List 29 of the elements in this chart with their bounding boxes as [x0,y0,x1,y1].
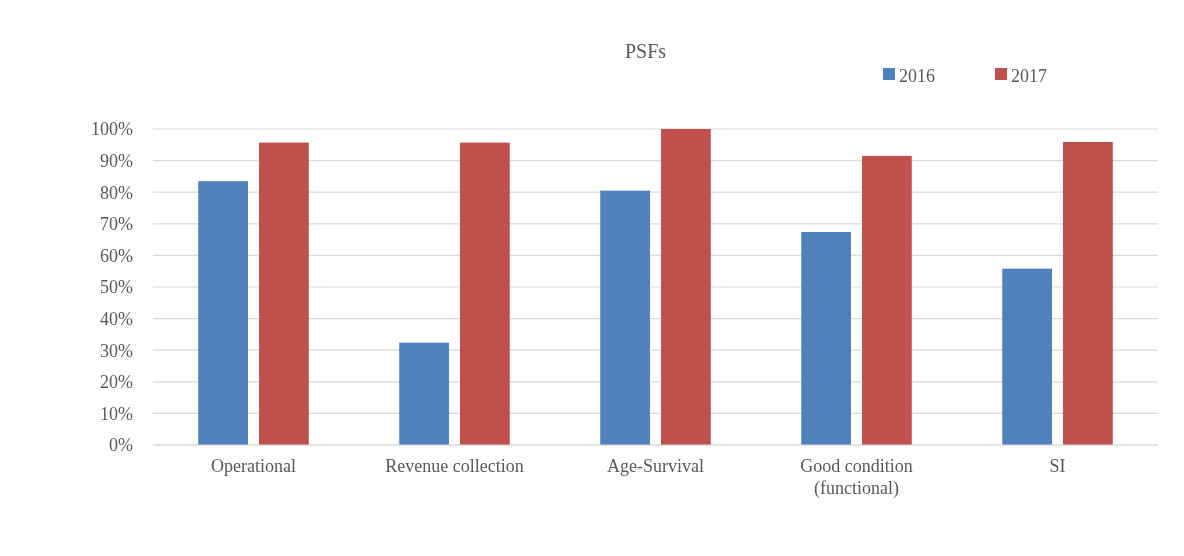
bar [460,142,510,445]
y-tick-label: 30% [100,340,133,361]
y-tick-label: 70% [100,214,133,235]
bar [801,232,851,445]
x-tick-label: SI [1049,456,1066,476]
bar [259,142,309,445]
bar [661,129,711,445]
y-tick-label: 80% [100,182,133,203]
legend-label: 2016 [899,66,935,87]
x-tick-label: Good condition (functional) [800,456,913,499]
x-tick-label: Revenue collection [385,456,524,476]
y-tick-label: 100% [91,119,133,140]
bar [600,190,650,445]
bar [1063,141,1113,445]
legend-label: 2017 [1011,66,1047,87]
bar [862,155,912,445]
bar [1002,268,1052,445]
y-tick-label: 10% [100,403,133,424]
chart-title: PSFs [624,40,667,62]
y-tick-label: 50% [100,277,133,298]
y-tick-label: 20% [100,372,133,393]
y-tick-label: 60% [100,245,133,266]
bar [198,181,248,445]
bar [399,342,449,445]
y-tick-label: 40% [100,308,133,329]
x-tick-label: Operational [211,456,296,476]
x-tick-label: Age-Survival [607,456,704,476]
y-tick-label: 0% [109,435,133,456]
y-tick-label: 90% [100,150,133,171]
